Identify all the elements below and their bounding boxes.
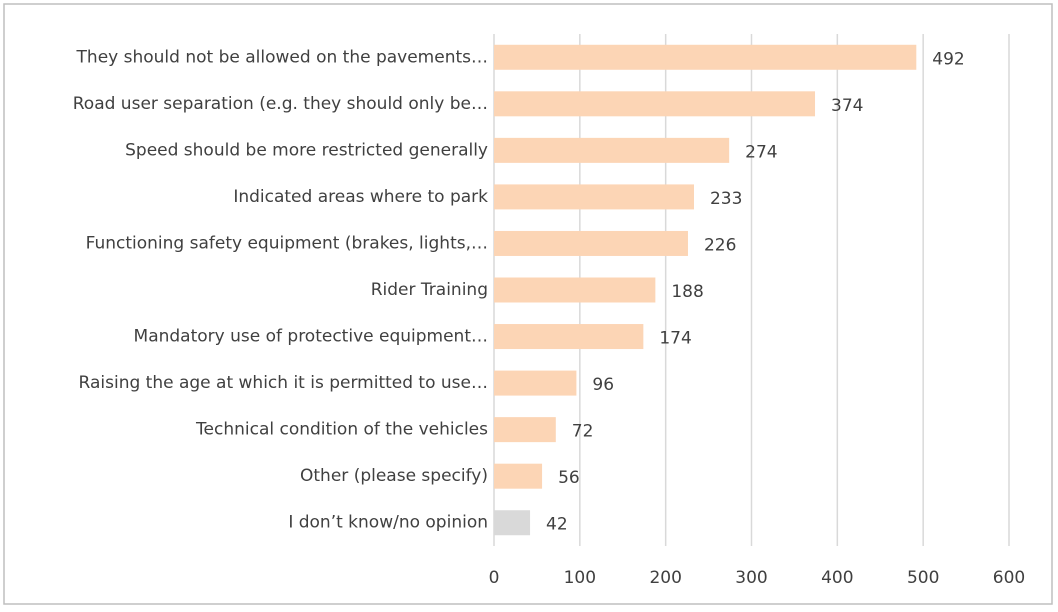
data-label: 72 [572,422,594,442]
y-tick-label: Technical condition of the vehicles [195,420,488,440]
data-label: 274 [745,142,777,162]
bar [494,277,656,303]
bar [494,230,688,256]
x-tick-label: 0 [489,568,500,588]
data-label: 492 [932,49,964,69]
data-label: 174 [659,329,691,349]
data-label: 96 [592,375,614,395]
data-label: 56 [558,468,580,488]
bar [494,463,543,489]
bar [494,510,531,536]
y-tick-label: Mandatory use of protective equipment… [134,327,488,347]
data-label: 233 [710,189,742,209]
x-tick-label: 600 [993,568,1025,588]
y-tick-label: Speed should be more restricted generall… [125,140,488,160]
data-label: 188 [671,282,703,302]
bar [494,370,577,396]
bar [494,137,730,163]
y-tick-label: Functioning safety equipment (brakes, li… [86,233,488,253]
y-tick-label: They should not be allowed on the paveme… [76,47,488,67]
x-tick-label: 400 [821,568,853,588]
y-tick-label: Indicated areas where to park [233,187,488,207]
y-tick-label: Rider Training [371,280,488,300]
bar [494,184,694,210]
data-label: 42 [546,515,568,535]
bar [494,417,556,443]
data-label: 226 [704,235,736,255]
x-tick-label: 300 [735,568,767,588]
y-tick-label: I don’t know/no opinion [288,513,488,533]
y-tick-label: Other (please specify) [300,466,488,486]
x-tick-label: 200 [649,568,681,588]
bar [494,324,644,350]
data-label: 374 [831,96,863,116]
x-tick-label: 100 [564,568,596,588]
y-tick-label: Raising the age at which it is permitted… [79,373,488,393]
x-tick-label: 500 [907,568,939,588]
y-tick-label: Road user separation (e.g. they should o… [73,94,488,114]
bar [494,91,816,117]
bar [494,44,917,70]
